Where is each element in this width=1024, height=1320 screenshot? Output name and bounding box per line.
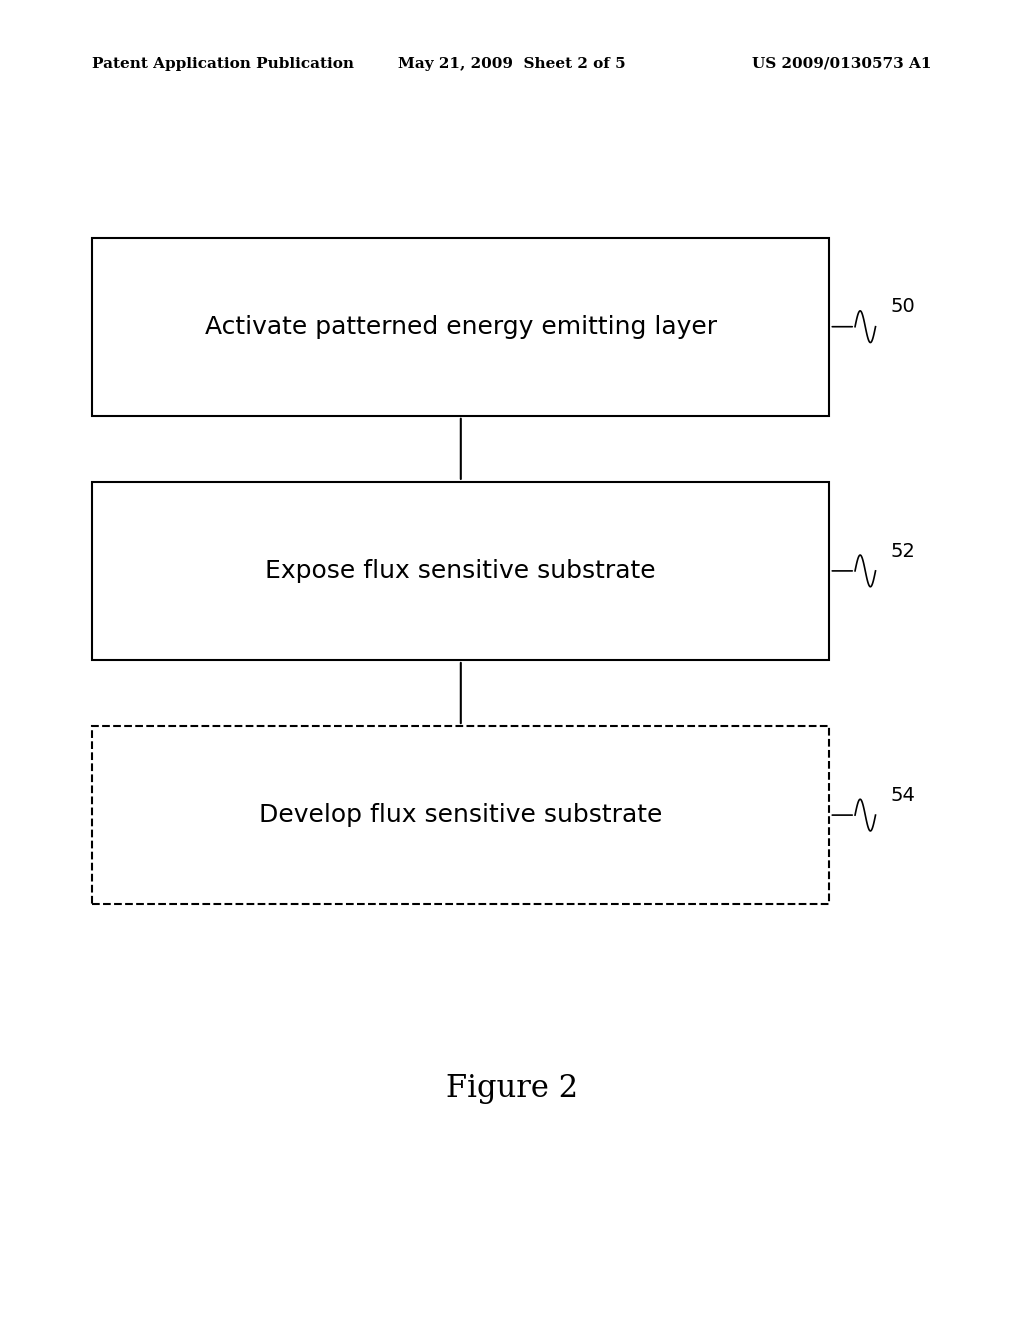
- Text: Patent Application Publication: Patent Application Publication: [92, 57, 354, 71]
- FancyBboxPatch shape: [92, 238, 829, 416]
- FancyBboxPatch shape: [92, 726, 829, 904]
- Text: 50: 50: [891, 297, 915, 317]
- Text: Figure 2: Figure 2: [445, 1073, 579, 1105]
- Text: Activate patterned energy emitting layer: Activate patterned energy emitting layer: [205, 314, 717, 339]
- Text: May 21, 2009  Sheet 2 of 5: May 21, 2009 Sheet 2 of 5: [398, 57, 626, 71]
- FancyBboxPatch shape: [92, 482, 829, 660]
- Text: 54: 54: [891, 785, 915, 805]
- Text: 52: 52: [891, 541, 915, 561]
- Text: US 2009/0130573 A1: US 2009/0130573 A1: [753, 57, 932, 71]
- Text: Expose flux sensitive substrate: Expose flux sensitive substrate: [265, 558, 656, 583]
- Text: Develop flux sensitive substrate: Develop flux sensitive substrate: [259, 803, 663, 828]
